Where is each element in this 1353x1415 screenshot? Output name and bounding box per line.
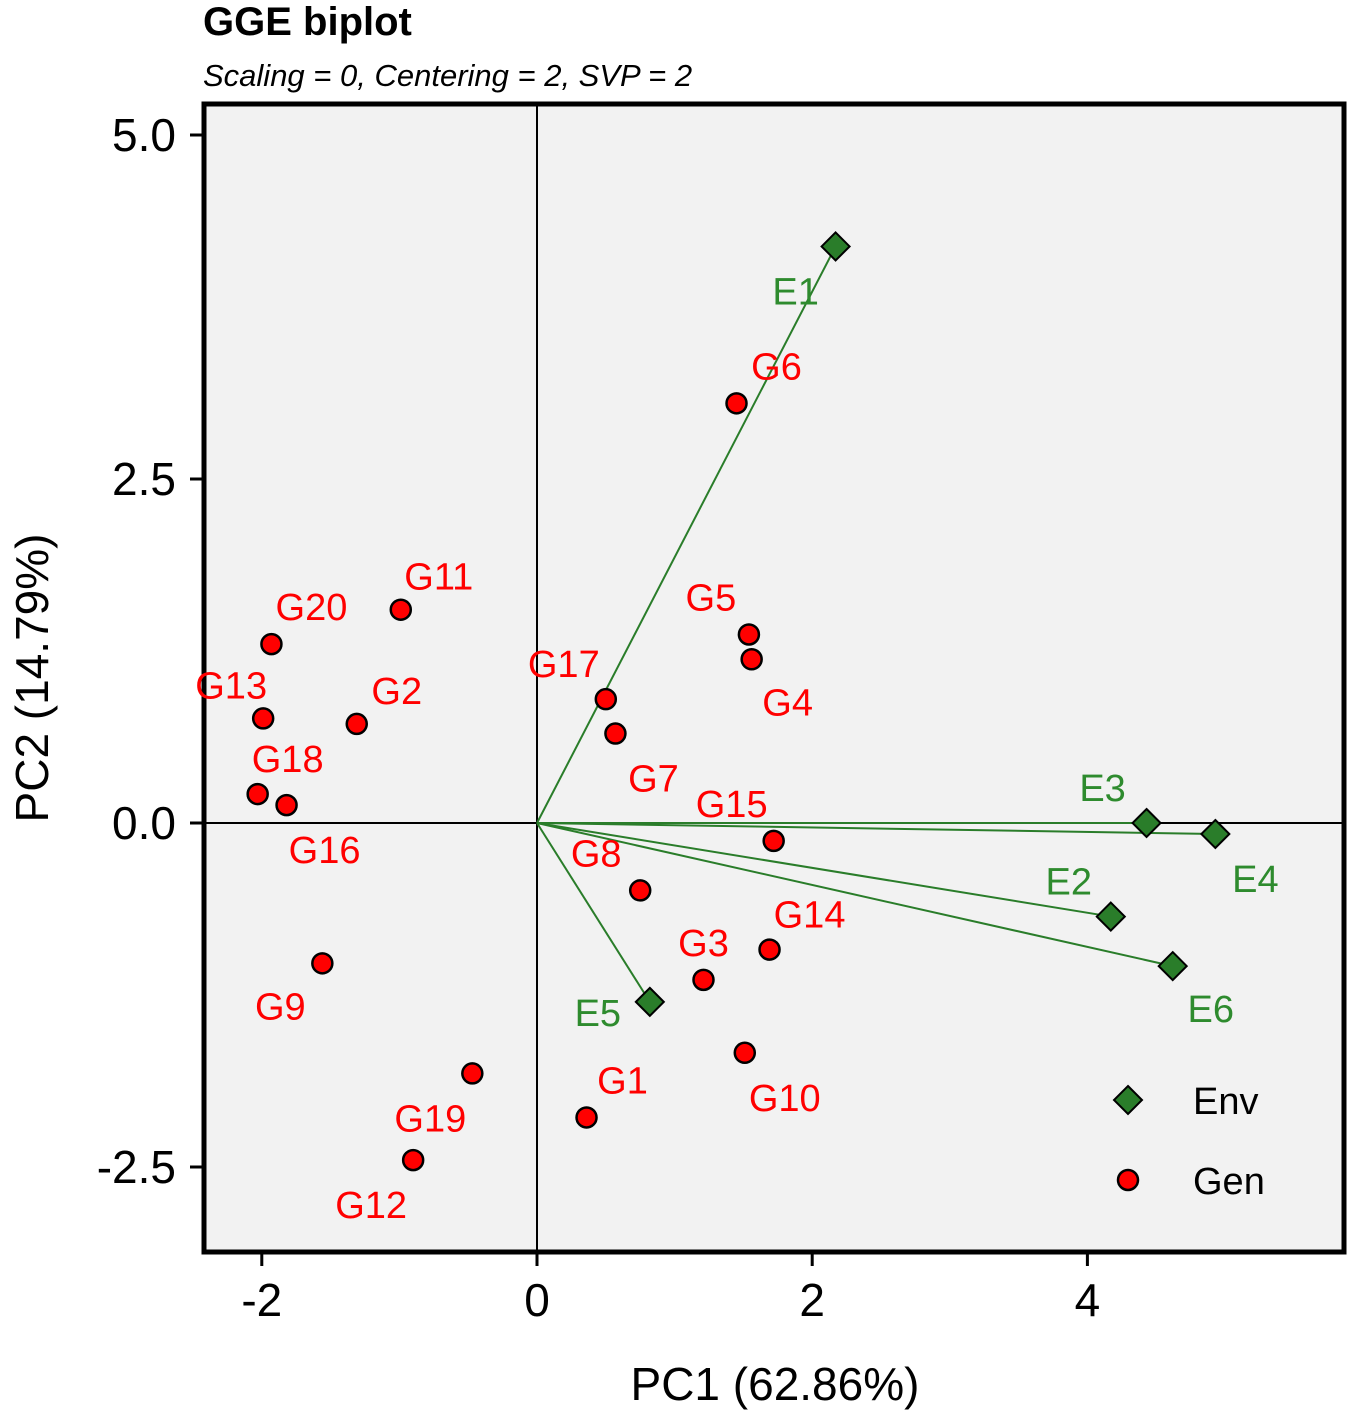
env-label-e2: E2 <box>1046 862 1092 904</box>
x-tick-label: 4 <box>1075 1274 1101 1326</box>
gen-label-g16: G16 <box>289 830 361 872</box>
env-label-e5: E5 <box>575 993 621 1035</box>
gen-point-g16 <box>275 793 298 817</box>
y-axis-title: PC2 (14.79%) <box>6 534 58 823</box>
gen-label-g5: G5 <box>686 577 737 619</box>
env-vector-e1 <box>536 245 837 824</box>
y-tick-label: -2.5 <box>97 1141 176 1193</box>
chart-subtitle: Scaling = 0, Centering = 2, SVP = 2 <box>203 58 693 93</box>
y-tick-label: 0.0 <box>112 797 176 849</box>
gen-point-g3 <box>692 968 715 992</box>
gen-point-g7 <box>604 722 627 745</box>
gen-label-g8: G8 <box>571 833 622 875</box>
env-label-e1: E1 <box>772 271 818 313</box>
x-axis-title: PC1 (62.86%) <box>631 1358 920 1410</box>
gen-label-g20: G20 <box>276 587 348 629</box>
gen-label-g2: G2 <box>371 671 422 713</box>
gen-point-g1 <box>575 1106 598 1129</box>
env-point-e6 <box>1157 950 1189 982</box>
env-point-e3 <box>1131 807 1162 839</box>
gen-label-g9: G9 <box>255 986 306 1028</box>
env-label-e6: E6 <box>1187 989 1233 1031</box>
gen-point-g2 <box>345 712 368 736</box>
env-vector-e2 <box>536 822 1111 918</box>
y-tick-label: 2.5 <box>112 453 176 505</box>
env-point-e2 <box>1095 901 1127 932</box>
gen-point-g20 <box>260 632 283 656</box>
env-vector-e5 <box>536 822 651 1003</box>
gen-point-g17 <box>594 687 618 711</box>
gen-point-g13 <box>251 707 275 730</box>
gen-label-g10: G10 <box>749 1078 821 1120</box>
gen-label-g4: G4 <box>762 682 813 724</box>
x-tick-label: 2 <box>799 1274 825 1326</box>
gen-point-g4 <box>740 648 763 671</box>
gen-point-g8 <box>628 879 652 902</box>
chart-title: GGE biplot <box>203 0 412 44</box>
legend-env-label: Env <box>1193 1081 1258 1123</box>
env-point-e4 <box>1199 818 1231 850</box>
points-layer <box>246 231 1231 1172</box>
env-vector-e6 <box>536 822 1173 968</box>
gen-label-g1: G1 <box>597 1060 648 1102</box>
y-tick-label: 5.0 <box>112 109 176 161</box>
gen-label-g6: G6 <box>751 346 802 388</box>
gen-point-g5 <box>737 623 761 646</box>
env-vectors <box>536 245 1216 1003</box>
gen-label-g11: G11 <box>404 557 473 599</box>
env-point-e1 <box>820 231 852 262</box>
gen-point-g19 <box>461 1062 484 1085</box>
gen-point-g15 <box>762 829 785 853</box>
gen-point-g14 <box>758 938 781 961</box>
env-vector-e4 <box>536 822 1216 836</box>
gen-label-g14: G14 <box>774 895 846 937</box>
gen-point-g11 <box>389 598 413 621</box>
gen-label-g12: G12 <box>335 1185 407 1227</box>
plot-panel <box>201 101 1347 1255</box>
gen-label-g17: G17 <box>528 644 600 686</box>
x-tick-label: 0 <box>524 1274 550 1326</box>
axes-layer: -2 0 2 4 -2.5 0.0 2.5 5.0 PC1 (62.86%) PC2 (14.79… <box>6 104 1344 1410</box>
legend-gen-marker <box>1116 1168 1140 1192</box>
env-point-e5 <box>634 986 666 1018</box>
legend-env-marker <box>1112 1084 1144 1116</box>
gen-point-g6 <box>725 392 748 415</box>
gen-label-g19: G19 <box>394 1098 466 1140</box>
legend: Env Gen <box>1112 1081 1265 1203</box>
gen-point-g9 <box>311 952 334 975</box>
env-label-e3: E3 <box>1079 768 1125 810</box>
legend-gen-label: Gen <box>1193 1161 1265 1203</box>
gen-label-g18: G18 <box>252 739 324 781</box>
x-tick-label: -2 <box>241 1274 282 1326</box>
gen-label-g15: G15 <box>696 784 768 826</box>
gen-point-g12 <box>401 1148 425 1172</box>
gen-label-g7: G7 <box>628 759 679 801</box>
gen-label-g3: G3 <box>678 923 729 965</box>
gen-point-g18 <box>246 782 269 806</box>
env-label-e4: E4 <box>1232 859 1278 901</box>
gen-point-g10 <box>733 1041 757 1065</box>
gen-label-g13: G13 <box>195 665 267 707</box>
